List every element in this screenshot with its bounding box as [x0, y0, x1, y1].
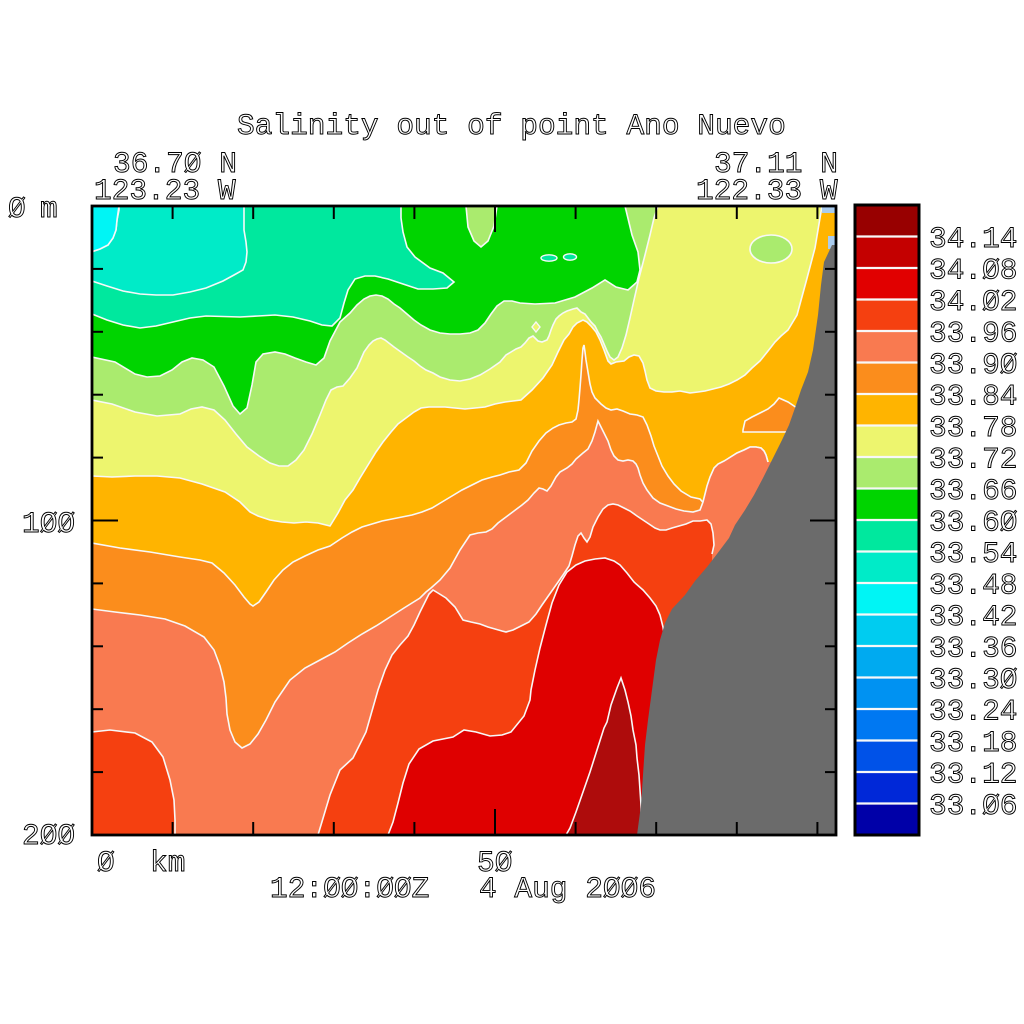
svg-text:33.18: 33.18 [929, 726, 1018, 760]
svg-text:33.72: 33.72 [929, 443, 1018, 477]
svg-text:33.3Ø: 33.3Ø [929, 663, 1018, 697]
svg-text:33.48: 33.48 [929, 569, 1018, 603]
svg-text:36.7Ø N: 36.7Ø N [113, 147, 237, 181]
svg-text:33.12: 33.12 [929, 758, 1018, 792]
svg-text:12:ØØ:ØØZ: 12:ØØ:ØØZ [270, 872, 429, 906]
svg-text:34.Ø8: 34.Ø8 [929, 254, 1018, 288]
svg-text:m: m [40, 192, 58, 226]
svg-text:34.14: 34.14 [929, 222, 1018, 256]
svg-text:37.11 N: 37.11 N [714, 147, 838, 181]
svg-text:33.Ø6: 33.Ø6 [929, 789, 1018, 823]
svg-text:33.36: 33.36 [929, 632, 1018, 666]
svg-text:km: km [150, 846, 185, 880]
svg-text:33.66: 33.66 [929, 474, 1018, 508]
svg-text:Ø: Ø [97, 846, 115, 880]
svg-text:5Ø: 5Ø [477, 846, 512, 880]
svg-text:33.24: 33.24 [929, 695, 1018, 729]
svg-text:122.33 W: 122.33 W [696, 174, 838, 208]
svg-text:123.23 W: 123.23 W [94, 174, 236, 208]
svg-text:33.42: 33.42 [929, 600, 1018, 634]
svg-text:33.6Ø: 33.6Ø [929, 506, 1018, 540]
svg-text:33.9Ø: 33.9Ø [929, 348, 1018, 382]
svg-text:Salinity out of point Ano Nuev: Salinity out of point Ano Nuevo [237, 109, 786, 143]
svg-text:33.54: 33.54 [929, 537, 1018, 571]
svg-text:33.84: 33.84 [929, 380, 1018, 414]
svg-text:33.78: 33.78 [929, 411, 1018, 445]
svg-text:33.96: 33.96 [929, 317, 1018, 351]
svg-text:1ØØ: 1ØØ [22, 507, 75, 541]
svg-text:Ø: Ø [8, 192, 26, 226]
svg-text:34.Ø2: 34.Ø2 [929, 285, 1018, 319]
svg-text:2ØØ: 2ØØ [22, 819, 75, 853]
svg-text:4 Aug 2ØØ6: 4 Aug 2ØØ6 [479, 872, 656, 906]
